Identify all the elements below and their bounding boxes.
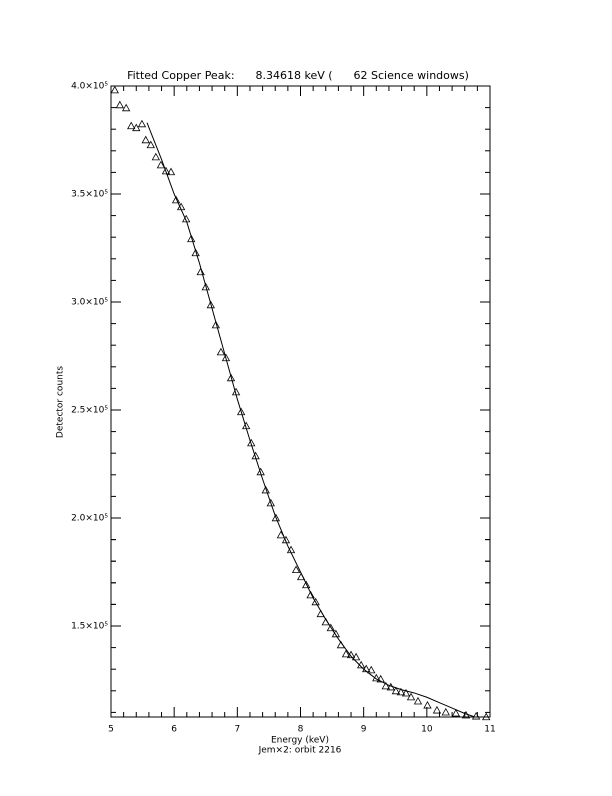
data-point bbox=[221, 353, 231, 362]
data-point bbox=[196, 267, 205, 276]
data-point bbox=[396, 687, 406, 696]
data-point bbox=[391, 686, 401, 695]
data-point bbox=[451, 708, 461, 717]
data-point bbox=[141, 135, 150, 144]
y-tick-label: 4.0×10⁵ bbox=[71, 82, 108, 92]
data-point bbox=[482, 712, 491, 721]
data-point bbox=[413, 696, 423, 705]
x-tick-label: 8 bbox=[298, 725, 304, 735]
data-point bbox=[132, 123, 141, 132]
x-tick-label: 7 bbox=[234, 725, 240, 735]
data-point bbox=[271, 513, 281, 522]
data-point bbox=[326, 623, 335, 632]
x-axis-label: Energy (keV) bbox=[271, 736, 329, 746]
data-point bbox=[291, 565, 301, 574]
data-point bbox=[187, 234, 196, 243]
y-tick-label: 2.5×10⁵ bbox=[71, 405, 108, 415]
data-point bbox=[302, 580, 311, 589]
data-point bbox=[362, 664, 371, 673]
data-point bbox=[423, 700, 432, 709]
x-tick-label: 6 bbox=[171, 725, 177, 735]
x-tick-label: 9 bbox=[361, 725, 367, 735]
y-axis-label: Detector counts bbox=[56, 366, 66, 438]
y-tick-label: 3.0×10⁵ bbox=[71, 297, 108, 307]
data-point bbox=[311, 597, 320, 606]
data-point bbox=[261, 485, 270, 494]
data-point bbox=[201, 282, 210, 291]
subtitle: Jem×2: orbit 2216 bbox=[258, 746, 342, 756]
data-point bbox=[191, 248, 200, 257]
data-point bbox=[226, 373, 236, 382]
x-tick-label: 10 bbox=[421, 725, 433, 735]
data-point bbox=[341, 649, 351, 658]
data-point bbox=[381, 681, 390, 690]
data-point bbox=[166, 167, 176, 176]
data-point bbox=[156, 160, 166, 169]
y-tick-label: 2.0×10⁵ bbox=[71, 513, 108, 523]
data-point bbox=[247, 438, 256, 447]
data-point bbox=[266, 498, 275, 507]
data-point bbox=[151, 152, 161, 161]
data-point bbox=[441, 707, 450, 716]
data-point bbox=[110, 85, 119, 94]
data-point bbox=[115, 100, 125, 109]
data-point bbox=[376, 674, 385, 683]
data-point bbox=[146, 140, 155, 149]
data-point bbox=[331, 629, 341, 638]
data-point bbox=[121, 103, 131, 112]
data-point bbox=[367, 665, 376, 674]
y-tick-label: 1.5×10⁵ bbox=[71, 621, 108, 631]
data-point bbox=[351, 652, 361, 661]
data-point bbox=[161, 166, 171, 175]
data-point bbox=[137, 119, 147, 128]
x-tick-label: 11 bbox=[484, 725, 495, 735]
data-point bbox=[401, 688, 411, 697]
data-point bbox=[206, 300, 215, 309]
data-point bbox=[211, 320, 221, 329]
data-point bbox=[432, 705, 442, 714]
data-point bbox=[127, 121, 136, 130]
data-point bbox=[471, 711, 481, 720]
x-tick-label: 5 bbox=[108, 725, 114, 735]
y-tick-label: 3.5×10⁵ bbox=[71, 189, 108, 199]
chart-title: Fitted Copper Peak: 8.34618 keV ( 62 Sci… bbox=[127, 69, 469, 82]
data-point bbox=[171, 195, 181, 204]
data-point bbox=[406, 692, 416, 701]
data-point bbox=[236, 407, 246, 416]
data-point bbox=[216, 347, 226, 356]
fit-line bbox=[146, 122, 475, 718]
data-point bbox=[306, 590, 315, 599]
